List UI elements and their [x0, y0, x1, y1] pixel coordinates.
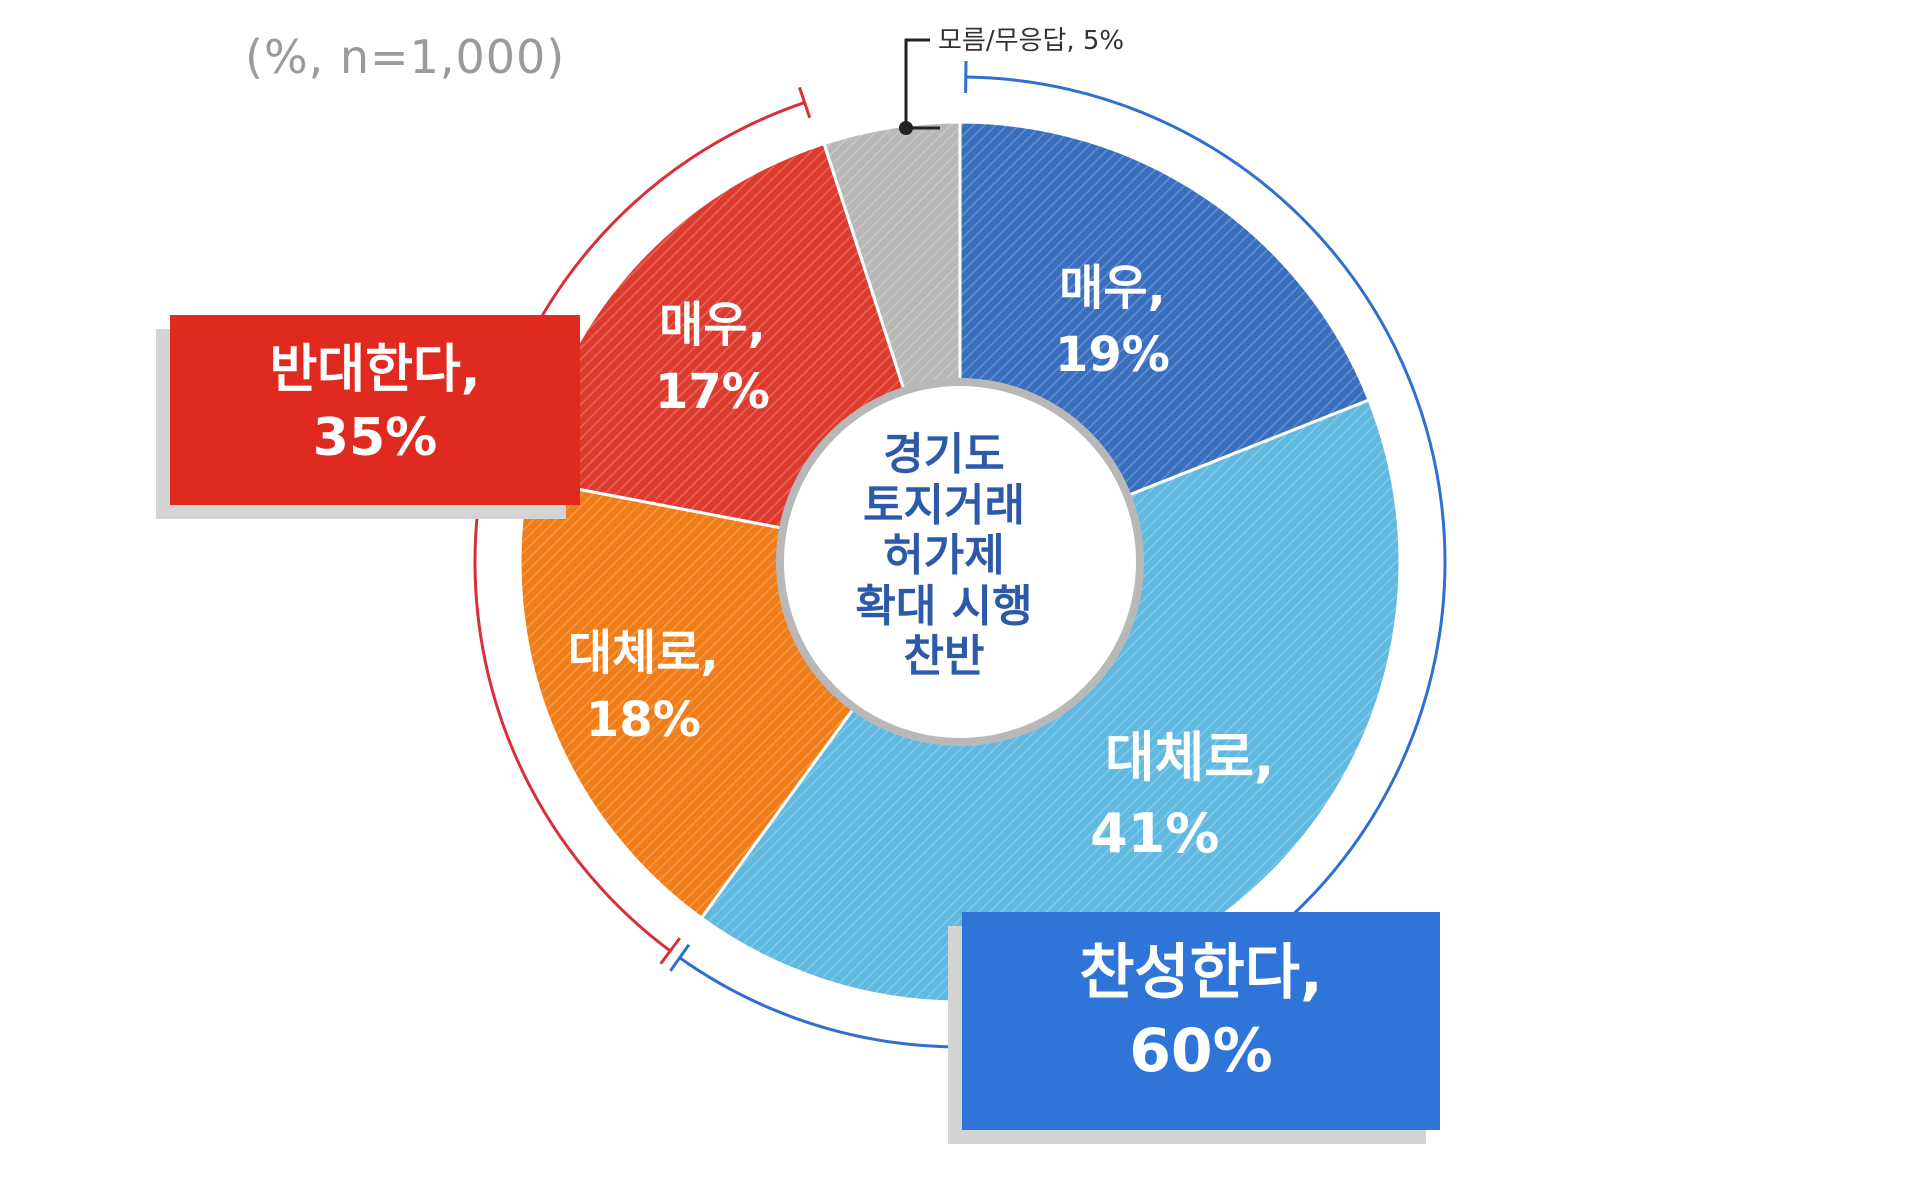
support-bracket-arc-tick	[669, 943, 691, 972]
slice-label-very-oppose: 매우, 17%	[655, 292, 770, 426]
slice-label-text: 대체로,	[1105, 726, 1275, 789]
support-total-box: 찬성한다, 60%	[962, 912, 1440, 1130]
slice-value-text: 18%	[585, 692, 701, 749]
slice-value-text: 17%	[655, 364, 770, 421]
unknown-callout-label: 모름/무응답, 5%	[938, 20, 1124, 57]
center-ring-inner	[796, 398, 1124, 726]
slice-label-mostly-support: 대체로, 41%	[1090, 720, 1275, 871]
slice-value-text: 19%	[1055, 327, 1170, 384]
center-label-line: 토지거래	[863, 479, 1025, 531]
support-total-label: 찬성한다,	[1079, 938, 1323, 1008]
unknown-label: 모름/무응답,	[938, 26, 1075, 56]
center-label-line: 찬반	[903, 631, 985, 683]
oppose-total-label: 반대한다,	[269, 340, 481, 400]
slice-label-mostly-oppose: 대체로, 18%	[568, 620, 719, 754]
unknown-value: 5%	[1082, 26, 1125, 56]
slice-label-text: 대체로,	[568, 625, 719, 681]
oppose-total-value: 35%	[312, 407, 438, 468]
support-bracket-arc	[678, 75, 1447, 1049]
oppose-bracket-arc-tick	[659, 937, 681, 965]
slice-label-text: 매우,	[659, 297, 766, 353]
sample-note: (%, n=1,000)	[245, 30, 566, 84]
unknown-callout-line	[904, 38, 940, 130]
center-label-line: 경기도	[883, 429, 1005, 480]
slice-value-text: 41%	[1090, 801, 1220, 865]
center-label-line: 허가제	[883, 530, 1005, 582]
oppose-total-box: 반대한다, 35%	[170, 315, 580, 505]
center-label-line: 확대 시행	[855, 580, 1033, 632]
slice-label-very-support: 매우, 19%	[1055, 255, 1170, 389]
unknown-callout-dot	[899, 121, 913, 135]
center-label: 경기도 토지거래 허가제 확대 시행 찬반	[796, 429, 1092, 683]
slice-label-text: 매우,	[1059, 260, 1166, 316]
support-total-value: 60%	[1129, 1016, 1273, 1086]
oppose-bracket-arc-tick	[798, 86, 812, 119]
